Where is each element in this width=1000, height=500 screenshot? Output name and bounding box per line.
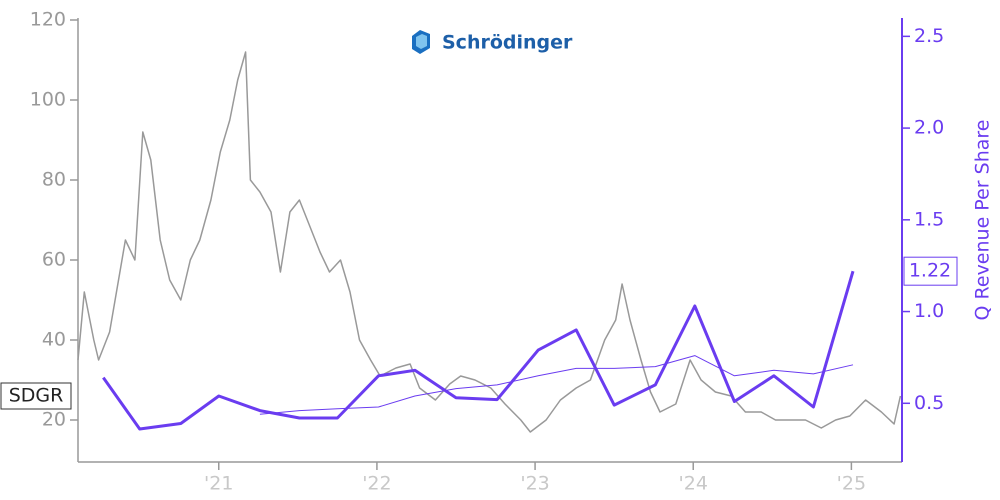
series-line bbox=[259, 355, 854, 415]
series-name-box bbox=[0, 382, 72, 410]
y2-tick-label: 2.0 bbox=[914, 117, 944, 139]
y-tick-label: 80 bbox=[42, 169, 66, 191]
x-tick-label: '21 bbox=[204, 473, 233, 495]
x-tick-label: '23 bbox=[520, 473, 549, 495]
y-tick-label: 40 bbox=[42, 329, 66, 351]
logo-icon-inner bbox=[416, 34, 427, 49]
y-tick-label: 100 bbox=[30, 89, 66, 111]
y-tick-label: 20 bbox=[42, 409, 66, 431]
y2-tick-label: 0.5 bbox=[914, 392, 944, 414]
logo-text: Schrödinger bbox=[442, 32, 573, 54]
y-tick-label: 120 bbox=[30, 9, 66, 31]
x-tick-label: '22 bbox=[362, 473, 391, 495]
x-tick-label: '25 bbox=[837, 473, 866, 495]
value-label: 1.22 bbox=[909, 260, 951, 282]
x-tick-label: '24 bbox=[679, 473, 708, 495]
y2-tick-label: 1.0 bbox=[914, 300, 944, 322]
y-tick-label: 60 bbox=[42, 249, 66, 271]
y2-tick-label: 1.5 bbox=[914, 208, 944, 230]
y2-tick-label: 2.5 bbox=[914, 25, 944, 47]
series-name: SDGR bbox=[9, 385, 64, 407]
series-line bbox=[102, 270, 855, 431]
y2-axis-label: Q Revenue Per Share bbox=[972, 120, 994, 321]
value-label-box bbox=[903, 256, 958, 286]
logo: Schrödinger bbox=[412, 30, 573, 54]
series-line bbox=[77, 51, 902, 433]
